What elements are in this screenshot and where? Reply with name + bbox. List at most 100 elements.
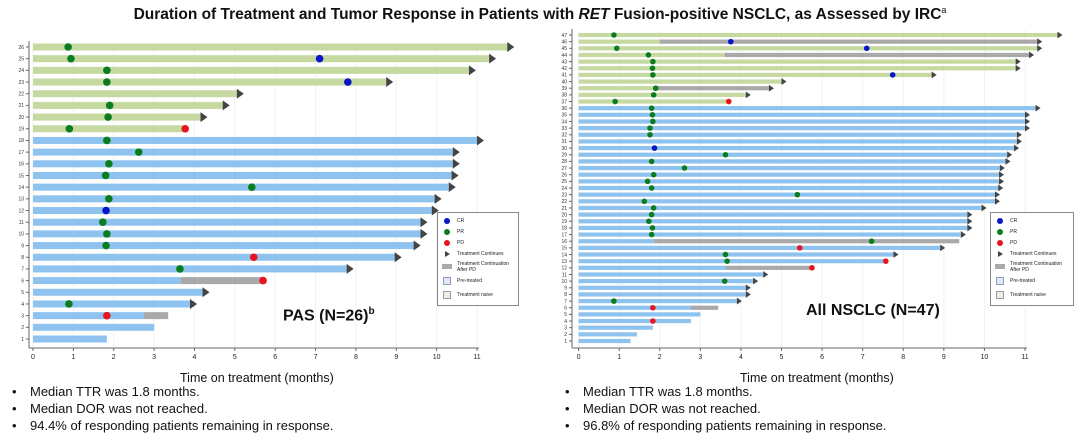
treatment-continues-arrow bbox=[1025, 124, 1030, 132]
pd-dot-icon bbox=[444, 240, 450, 246]
x-tick-label: 5 bbox=[780, 354, 784, 361]
treatment-bar-pretreated bbox=[33, 183, 449, 191]
cr-dot-icon bbox=[444, 218, 450, 224]
y-tick-label: 24 bbox=[561, 186, 567, 192]
x-tick-label: 2 bbox=[658, 354, 662, 361]
treatment-continues-arrow bbox=[202, 287, 210, 298]
treatment-continues-arrow bbox=[763, 271, 769, 278]
treatment-continues-arrow bbox=[1029, 51, 1035, 59]
y-tick-label: 15 bbox=[561, 246, 567, 252]
response-marker-pr bbox=[794, 191, 801, 198]
treatment-bar-pretreated bbox=[578, 192, 995, 197]
y-tick-label: 32 bbox=[561, 133, 567, 139]
pr-dot-icon bbox=[444, 229, 450, 235]
response-marker-pd bbox=[883, 258, 889, 264]
treatment-bar-naive bbox=[33, 43, 508, 51]
bullet-icon: • bbox=[12, 401, 17, 416]
treatment-continues-arrow bbox=[477, 135, 484, 146]
bullet-text: 96.8% of responding patients remaining i… bbox=[583, 418, 887, 433]
response-marker-cr bbox=[651, 145, 658, 151]
legend-cr: CR bbox=[442, 216, 514, 226]
y-tick-label: 10 bbox=[18, 232, 24, 238]
x-tick-label: 3 bbox=[698, 354, 702, 361]
legend-pretreated: Pre-treated bbox=[442, 274, 514, 287]
treatment-continues-arrow bbox=[1035, 104, 1041, 112]
treatment-continues-arrow bbox=[222, 100, 230, 111]
treatment-bar-pretreated bbox=[578, 185, 999, 191]
treatment-bar-naive bbox=[33, 113, 201, 121]
continuation-after-pd-bar bbox=[659, 39, 1038, 44]
y-tick-label: 3 bbox=[564, 325, 567, 331]
response-marker-pr bbox=[648, 158, 655, 165]
treatment-bar-pretreated bbox=[578, 259, 886, 264]
response-marker-pr bbox=[611, 32, 617, 38]
y-tick-label: 27 bbox=[561, 166, 567, 172]
naive-swatch-icon bbox=[996, 290, 1004, 299]
bullet-item: • Median TTR was 1.8 months. bbox=[12, 383, 334, 400]
treatment-continues-arrow bbox=[1016, 131, 1022, 139]
response-marker-pr bbox=[103, 78, 111, 86]
response-marker-pr bbox=[650, 72, 656, 78]
treatment-bar-pretreated bbox=[578, 325, 653, 330]
treatment-bar-pretreated bbox=[33, 323, 155, 331]
y-tick-label: 14 bbox=[18, 185, 24, 191]
treatment-continues-arrow bbox=[768, 84, 774, 92]
treatment-continues-arrow bbox=[999, 164, 1005, 172]
response-marker-pr bbox=[868, 238, 875, 245]
bullet-item: • Median DOR was not reached. bbox=[12, 400, 334, 417]
continuation-after-pd-bar bbox=[180, 277, 264, 285]
treatment-bar-naive bbox=[578, 52, 725, 58]
y-tick-label: 21 bbox=[561, 206, 567, 212]
treatment-bar-naive bbox=[33, 101, 223, 109]
treatment-bar-pretreated bbox=[578, 179, 1000, 184]
y-tick-label: 26 bbox=[561, 172, 567, 178]
x-tick-label: 9 bbox=[394, 354, 398, 361]
response-marker-pr bbox=[65, 124, 74, 133]
legend-pr: PR bbox=[995, 227, 1069, 237]
treatment-continues-arrow bbox=[931, 71, 937, 79]
y-tick-label: 1 bbox=[564, 339, 567, 345]
response-marker-pr bbox=[649, 112, 656, 118]
treatment-continues-arrow bbox=[1007, 151, 1013, 159]
y-tick-label: 8 bbox=[21, 255, 24, 261]
y-tick-label: 29 bbox=[561, 153, 567, 159]
x-tick-label: 6 bbox=[273, 354, 277, 361]
legend-label: PD bbox=[457, 240, 464, 246]
response-marker-pr bbox=[648, 185, 655, 191]
y-tick-label: 40 bbox=[561, 79, 567, 85]
x-tick-label: 5 bbox=[233, 354, 237, 361]
y-tick-label: 45 bbox=[561, 46, 567, 52]
x-tick-label: 2 bbox=[112, 354, 116, 361]
pr-dot-icon bbox=[997, 229, 1003, 235]
treatment-bar-pretreated bbox=[33, 230, 421, 238]
y-tick-label: 37 bbox=[561, 99, 567, 105]
bullet-icon: • bbox=[565, 401, 570, 416]
bullet-text: Median TTR was 1.8 months. bbox=[583, 384, 753, 399]
title-text: Duration of Treatment and Tumor Response… bbox=[133, 6, 579, 24]
y-tick-label: 4 bbox=[21, 302, 24, 308]
treatment-continues-arrow bbox=[468, 65, 476, 76]
treatment-bar-pretreated bbox=[33, 265, 347, 273]
y-tick-label: 13 bbox=[561, 259, 567, 265]
x-tick-label: 4 bbox=[193, 354, 197, 361]
treatment-continues-arrow bbox=[431, 205, 439, 216]
treatment-bar-pretreated bbox=[578, 312, 701, 317]
response-marker-pd bbox=[650, 304, 656, 311]
bullet-item: • Median TTR was 1.8 months. bbox=[565, 383, 887, 400]
treatment-bar-pretreated bbox=[578, 172, 1000, 177]
bullet-text: Median DOR was not reached. bbox=[583, 401, 761, 416]
x-tick-label: 6 bbox=[820, 354, 824, 361]
pd-dot-icon bbox=[997, 240, 1003, 246]
y-tick-label: 5 bbox=[21, 290, 24, 296]
y-tick-label: 1 bbox=[21, 337, 24, 343]
treatment-continues-arrow bbox=[981, 204, 987, 212]
x-tick-label: 8 bbox=[901, 354, 905, 361]
treatment-bar-pretreated bbox=[578, 112, 1025, 117]
treatment-continues-arrow bbox=[736, 297, 742, 305]
response-marker-pr bbox=[724, 258, 730, 264]
treatment-bar-pretreated bbox=[578, 159, 1006, 164]
legend-label: Pre-treated bbox=[457, 277, 483, 284]
y-tick-label: 12 bbox=[18, 208, 24, 214]
y-tick-label: 17 bbox=[561, 232, 567, 238]
y-tick-label: 41 bbox=[561, 73, 567, 79]
